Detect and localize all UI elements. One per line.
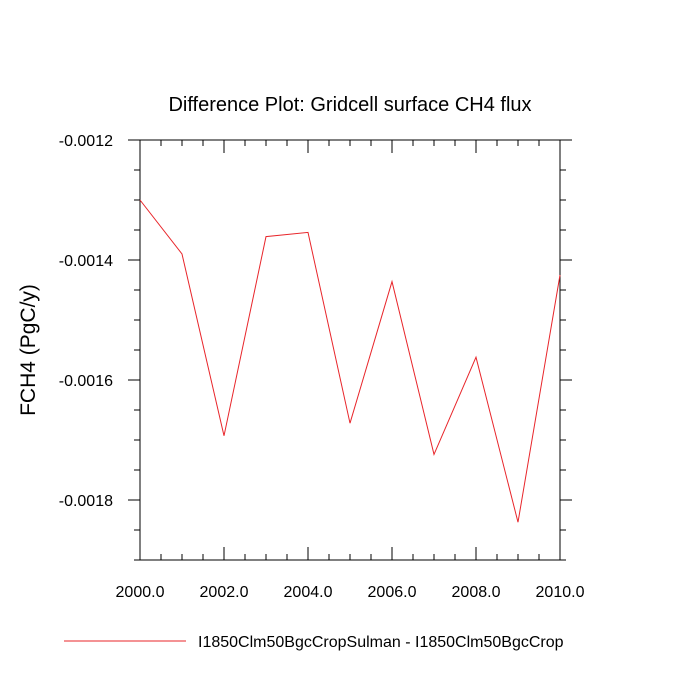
series-line — [139, 199, 561, 523]
y-tick-label: -0.0014 — [59, 253, 113, 270]
legend: I1850Clm50BgcCropSulman - I1850Clm50BgcC… — [64, 634, 564, 651]
chart-title: Difference Plot: Gridcell surface CH4 fl… — [168, 94, 531, 116]
y-axis-label: FCH4 (PgC/y) — [17, 284, 40, 416]
x-tick-labels: 2000.0 2002.0 2004.0 2006.0 2008.0 2010.0 — [116, 584, 585, 601]
axis-ticks — [128, 139, 572, 561]
x-tick-label: 2002.0 — [200, 584, 249, 601]
y-tick-label: -0.0018 — [59, 493, 113, 510]
y-tick-label: -0.0012 — [59, 133, 113, 150]
x-tick-label: 2004.0 — [284, 584, 333, 601]
x-tick-label: 2010.0 — [536, 584, 585, 601]
legend-label: I1850Clm50BgcCropSulman - I1850Clm50BgcC… — [198, 634, 564, 651]
plot-frame — [139, 139, 561, 561]
y-tick-label: -0.0016 — [59, 373, 113, 390]
x-tick-label: 2006.0 — [368, 584, 417, 601]
series-group — [139, 199, 561, 523]
y-tick-labels: -0.0012 -0.0014 -0.0016 -0.0018 — [59, 133, 113, 510]
x-tick-label: 2008.0 — [452, 584, 501, 601]
x-tick-label: 2000.0 — [116, 584, 165, 601]
